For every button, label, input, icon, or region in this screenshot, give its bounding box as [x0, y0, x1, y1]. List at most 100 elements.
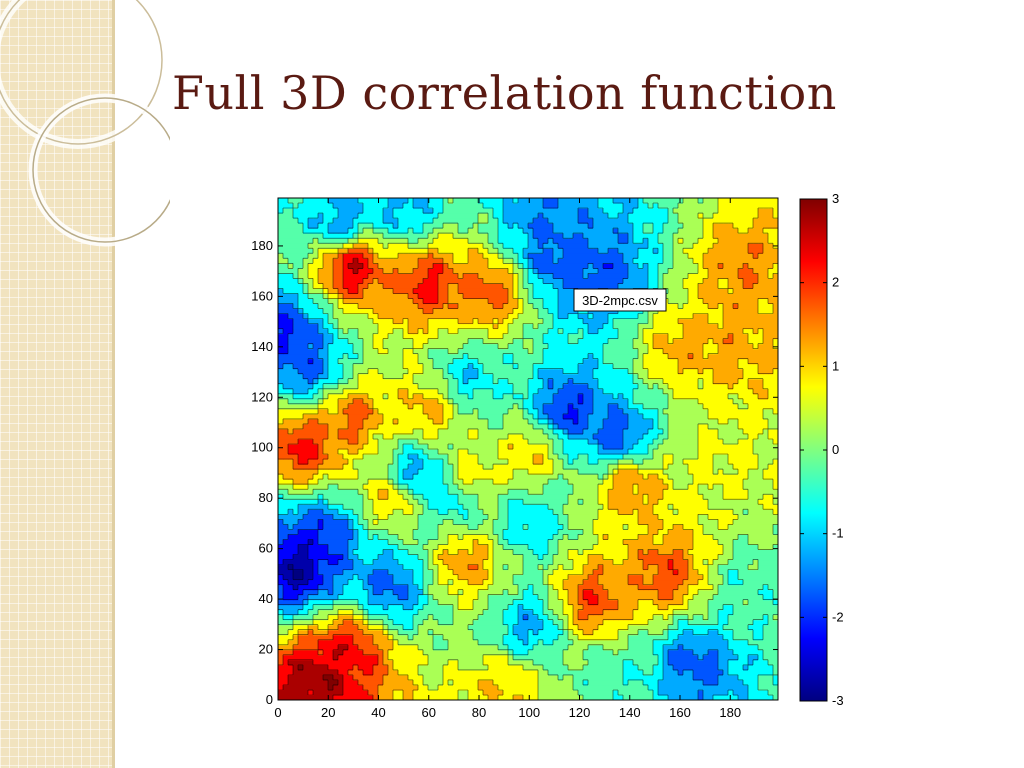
contour-cell [728, 574, 734, 581]
contour-cell [293, 464, 299, 470]
contour-cell [648, 679, 654, 686]
contour-cell [503, 469, 509, 475]
contour-cell [653, 654, 659, 661]
contour-cell [463, 554, 469, 561]
contour-cell [398, 679, 404, 686]
contour-cell [728, 519, 734, 525]
contour-cell [588, 684, 594, 691]
contour-cell [608, 509, 614, 515]
contour-cell [633, 539, 639, 545]
contour-cell [308, 459, 314, 465]
contour-cell [708, 639, 714, 646]
contour-cell [388, 499, 394, 505]
contour-cell [613, 669, 619, 676]
contour-cell [618, 504, 624, 510]
contour-cell [573, 599, 579, 606]
contour-cell [528, 579, 534, 586]
contour-cell [633, 564, 639, 571]
contour-cell [753, 454, 759, 460]
contour-cell [368, 569, 374, 576]
contour-cell [368, 589, 374, 596]
contour-cell [708, 539, 714, 545]
contour-cell [688, 619, 694, 626]
contour-cell [398, 659, 404, 666]
contour-cell [628, 509, 634, 515]
contour-cell [283, 454, 289, 460]
contour-cell [558, 679, 564, 686]
contour-cell [618, 674, 624, 681]
contour-cell [283, 684, 289, 691]
contour-cell [653, 584, 659, 591]
contour-cell [738, 609, 744, 616]
contour-cell [663, 519, 669, 525]
contour-cell [348, 519, 354, 525]
contour-cell [493, 674, 499, 681]
contour-cell [653, 644, 659, 651]
contour-cell [653, 689, 659, 696]
contour-cell [668, 679, 674, 686]
contour-cell [458, 459, 464, 465]
contour-cell [598, 489, 604, 495]
contour-cell [533, 579, 539, 586]
contour-cell [613, 504, 619, 510]
contour-cell [483, 479, 489, 485]
contour-cell [483, 584, 489, 591]
contour-cell [323, 534, 329, 540]
contour-cell [528, 669, 534, 676]
contour-cell [523, 599, 529, 606]
contour-cell [618, 604, 624, 611]
contour-cell [328, 514, 334, 520]
contour-cell [333, 639, 339, 646]
contour-cell [678, 579, 684, 586]
contour-cell [503, 564, 509, 571]
contour-cell [763, 624, 769, 631]
contour-cell [718, 459, 724, 465]
contour-cell [508, 634, 514, 641]
contour-cell [718, 474, 724, 480]
contour-cell [748, 529, 754, 535]
contour-cell [418, 669, 424, 676]
contour-cell [583, 654, 589, 661]
contour-cell [678, 604, 684, 611]
contour-cell [513, 554, 519, 561]
contour-cell [408, 494, 414, 500]
contour-cell [568, 514, 574, 520]
contour-cell [708, 664, 714, 671]
contour-cell [528, 464, 534, 470]
contour-cell [648, 669, 654, 676]
contour-cell [723, 509, 729, 515]
contour-cell [728, 674, 734, 681]
contour-cell [568, 494, 574, 500]
contour-cell [513, 594, 519, 601]
contour-cell [568, 579, 574, 586]
contour-cell [338, 579, 344, 586]
contour-cell [313, 524, 319, 530]
contour-cell [713, 629, 719, 636]
contour-cell [528, 519, 534, 525]
contour-cell [598, 514, 604, 520]
contour-cell [333, 564, 339, 571]
contour-cell [393, 639, 399, 646]
contour-cell [318, 449, 324, 455]
contour-cell [578, 524, 584, 530]
contour-cell [438, 549, 444, 556]
contour-cell [443, 524, 449, 530]
contour-cell [418, 569, 424, 576]
contour-cell [768, 674, 774, 681]
contour-cell [503, 599, 509, 606]
contour-cell [318, 479, 324, 485]
contour-cell [773, 539, 778, 545]
contour-cell [478, 449, 484, 455]
contour-cell [453, 524, 459, 530]
contour-cell [468, 654, 474, 661]
contour-cell [358, 689, 364, 696]
contour-cell [458, 614, 464, 621]
contour-cell [603, 489, 609, 495]
contour-cell [313, 534, 319, 540]
contour-cell [433, 499, 439, 505]
contour-cell [513, 524, 519, 530]
contour-cell [338, 519, 344, 525]
contour-cell [403, 669, 409, 676]
contour-cell [388, 694, 394, 700]
